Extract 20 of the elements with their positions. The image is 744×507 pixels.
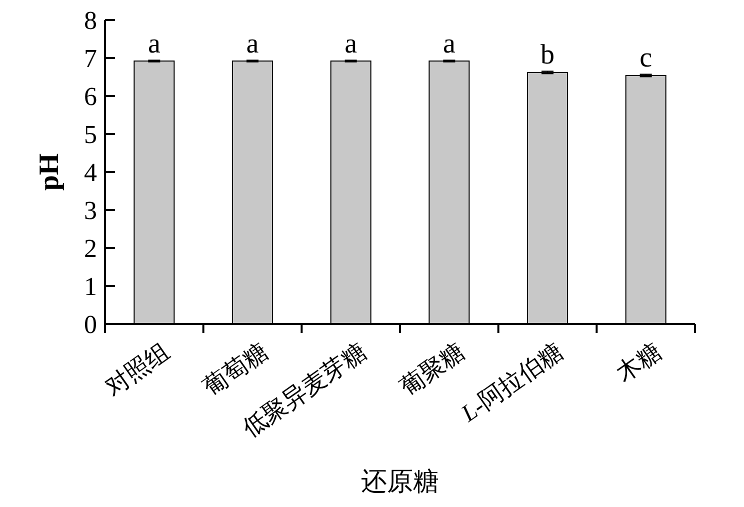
y-tick-label: 6	[84, 82, 97, 111]
x-tick-label: 葡聚糖	[395, 338, 470, 402]
x-tick-label: 木糖	[612, 338, 666, 388]
y-tick-label: 0	[84, 310, 97, 339]
y-tick-label: 2	[84, 234, 97, 263]
annotation: a	[148, 28, 161, 60]
y-tick-label: 7	[84, 44, 97, 73]
y-tick-label: 5	[84, 120, 97, 149]
annotation: a	[246, 28, 260, 60]
annotation: a	[344, 28, 358, 60]
annotation: b	[540, 39, 554, 70]
annotation: c	[640, 42, 652, 74]
x-tick-label: 对照组	[100, 338, 175, 402]
y-tick-label: 3	[84, 196, 97, 225]
y-axis-title: pH	[34, 153, 65, 191]
annotation: a	[442, 28, 456, 60]
y-tick-label: 1	[84, 272, 97, 301]
x-axis-title: 还原糖	[361, 467, 439, 496]
y-tick-label: 4	[84, 158, 97, 187]
y-tick-label: 8	[84, 6, 97, 35]
